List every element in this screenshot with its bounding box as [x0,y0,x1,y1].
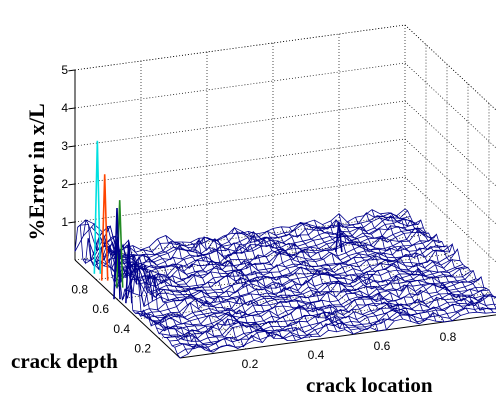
mesh-line-location [396,215,496,310]
mesh-line-location [355,217,461,316]
z-gridline [74,62,406,109]
mesh-line-location [305,222,412,322]
mesh-line-location [330,218,437,322]
y-tick-label: 0.6 [92,302,109,316]
x-tick-label: 0.8 [440,330,457,344]
y-tick-label: 0.4 [113,322,130,336]
mesh-line-location [363,212,470,314]
error-peak [100,174,109,281]
z-gridline [404,62,496,149]
z-tick-mark [68,69,76,72]
y-tick-label: 0.8 [71,283,88,297]
mesh-line-location [338,213,445,323]
z-gridline [404,100,496,187]
mesh-line-location [280,226,387,330]
mesh-line-location [297,222,404,320]
x-axis-line [179,314,496,359]
mesh-line-location [190,238,296,341]
mesh-line-location [388,212,494,313]
mesh-line-location [91,222,197,350]
error-peaks [93,140,343,304]
mesh-line-location [116,252,222,349]
mesh-line-location [256,233,362,332]
mesh-line-location [289,227,395,322]
mesh-line-location [231,226,338,333]
z-gridline [74,138,406,185]
right-wall-top [404,24,496,111]
mesh-line-location [74,224,181,359]
grid-lines [68,24,496,359]
tick-labels: 1 2 3 4 5 0.2 0.4 0.6 0.8 0.2 0.4 0.6 0.8 [61,63,456,371]
error-peak [335,221,343,253]
z-gridline [404,24,496,111]
mesh-line-location [206,237,313,337]
z-tick-label: 3 [61,139,68,153]
z-tick-label: 4 [61,101,68,115]
mesh-line-location [313,219,420,325]
mesh-line-location [148,246,255,341]
mesh-line-location [247,230,354,335]
x-tick-label: 0.2 [242,357,259,371]
error-peak [113,236,122,283]
mesh-line-location [347,221,453,321]
error-peak [115,200,124,288]
error-peak [93,140,102,274]
y-tick-label: 0.2 [134,341,151,355]
mesh-line-location [223,235,329,331]
mesh-line-depth [82,217,414,261]
z-gridline [74,100,406,147]
z-gridline [74,24,406,71]
mesh-line-location [215,239,321,337]
x-tick-label: 0.6 [374,339,391,353]
mesh-line-location [239,231,346,330]
y-axis-label: crack depth [11,349,118,373]
y-axis-line [74,259,181,359]
mesh-line-location [82,218,189,355]
surface-mesh [74,208,496,359]
z-tick-mark [68,183,76,186]
z-tick-label: 5 [61,63,68,77]
mesh-line-location [198,235,304,339]
z-tick-label: 1 [61,215,68,229]
z-tick-label: 2 [61,177,68,191]
mesh-line-location [157,238,263,343]
mesh-line-location [181,241,288,341]
z-gridline [74,176,406,223]
mesh-line-location [371,209,478,313]
mesh-line-location [165,235,272,338]
mesh-line-location [132,245,238,349]
mesh-line-location [124,244,230,346]
z-tick-mark [68,221,76,224]
mesh-line-location [272,228,379,332]
mesh-line-location [380,213,486,314]
x-tick-label: 0.4 [308,348,325,362]
mesh-line-location [173,241,280,340]
z-tick-mark [68,107,76,110]
mesh-line-location [107,249,214,353]
z-axis-label: %Error in x/L [24,103,49,240]
x-axis-label: crack location [306,373,433,397]
z-tick-mark [68,145,76,148]
back-wall-top [74,24,406,71]
mesh-line-location [140,249,247,348]
z-gridline [404,138,496,225]
error-peak [125,242,133,304]
mesh-line-location [404,208,496,298]
mesh-line-location [264,230,371,331]
